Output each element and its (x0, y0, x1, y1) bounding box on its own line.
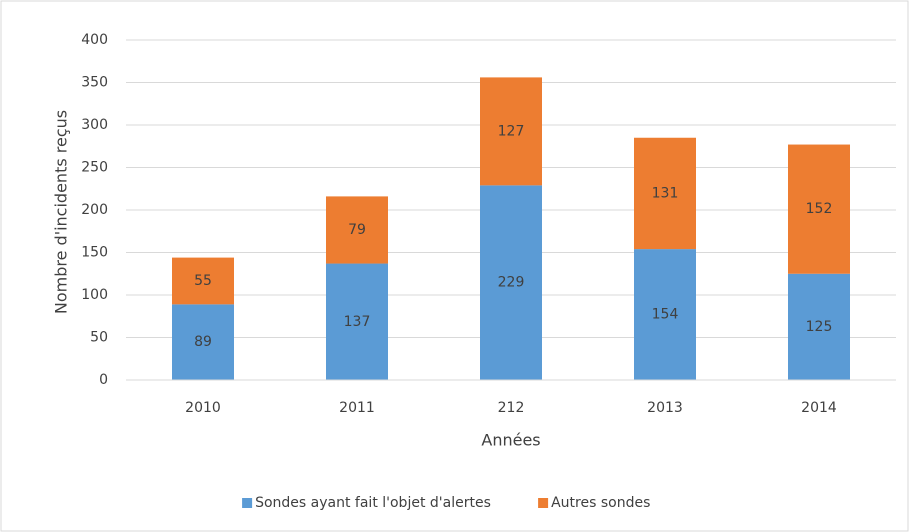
legend-swatch (242, 498, 253, 508)
x-axis-title: Années (481, 431, 540, 450)
bar-segment (634, 137, 696, 250)
bar-segment (326, 196, 388, 264)
bar-segment (788, 273, 850, 380)
data-label: 152 (806, 201, 833, 217)
x-tick-label: 2014 (801, 400, 837, 416)
data-label: 125 (806, 319, 833, 335)
bar-segment (172, 257, 234, 305)
y-tick-label: 250 (81, 160, 108, 176)
bar-segment (172, 304, 234, 380)
x-tick-label: 212 (498, 400, 525, 416)
data-label: 154 (652, 307, 679, 323)
y-tick-label: 200 (81, 202, 108, 218)
bar-segment (480, 185, 542, 380)
y-tick-label: 50 (90, 330, 108, 346)
bar-segment (480, 77, 542, 186)
y-tick-label: 150 (81, 245, 108, 261)
legend-swatch (538, 498, 549, 508)
y-tick-label: 300 (81, 117, 108, 133)
y-tick-label: 400 (81, 32, 108, 48)
y-tick-label: 0 (99, 372, 108, 388)
data-label: 89 (194, 334, 212, 350)
data-label: 137 (344, 314, 371, 330)
data-label: 131 (652, 185, 679, 201)
x-tick-label: 2010 (185, 400, 221, 416)
y-axis-title: Nombre d'incidents reçus (52, 110, 71, 314)
data-label: 55 (194, 273, 212, 289)
legend-label: Sondes ayant fait l'objet d'alertes (255, 495, 491, 511)
bar-segment (634, 249, 696, 380)
y-tick-label: 350 (81, 75, 108, 91)
bar-segment (326, 263, 388, 380)
x-tick-label: 2013 (647, 400, 683, 416)
y-tick-label: 100 (81, 287, 108, 303)
x-tick-label: 2011 (339, 400, 375, 416)
data-label: 229 (498, 275, 525, 291)
data-label: 79 (348, 222, 366, 238)
data-label: 127 (498, 123, 525, 139)
bar-segment (788, 144, 850, 274)
legend-label: Autres sondes (551, 495, 650, 511)
